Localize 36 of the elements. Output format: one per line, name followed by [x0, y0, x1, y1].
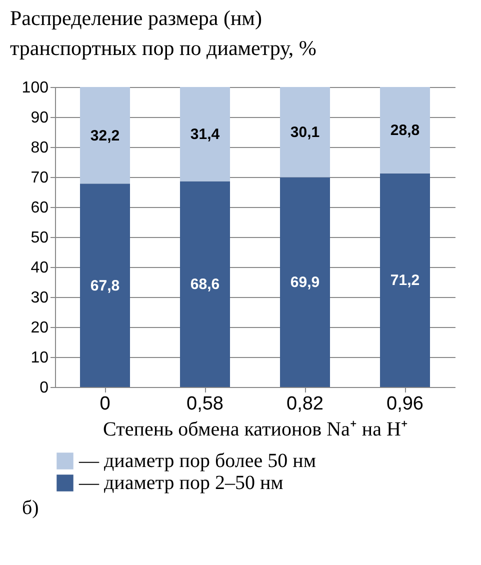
- bar: [180, 87, 230, 182]
- bar: [380, 87, 430, 174]
- x-tick-label: 0,82: [286, 394, 324, 414]
- bar: [380, 173, 430, 387]
- legend-label: — диаметр пор 2–50 нм: [78, 472, 284, 494]
- y-tick-label: 0: [40, 380, 49, 396]
- bar: [180, 181, 230, 387]
- legend-label: — диаметр пор более 50 нм: [78, 450, 316, 472]
- y-tick-label: 60: [30, 200, 49, 216]
- x-tick-label: 0,96: [386, 394, 424, 414]
- text: б): [22, 497, 40, 519]
- data-label: 69,9: [290, 274, 320, 292]
- data-label: 28,8: [390, 122, 420, 140]
- y-tick-label: 80: [30, 140, 49, 156]
- y-tick-label: 30: [30, 290, 49, 306]
- data-label: 32,2: [90, 127, 120, 144]
- y-tick-label: 20: [30, 320, 49, 336]
- y-tick-label: 10: [30, 350, 49, 366]
- y-tick-label: 50: [30, 230, 49, 246]
- y-tick-label: 70: [30, 170, 49, 186]
- data-label: 30,1: [290, 124, 320, 142]
- data-label: 71,2: [390, 272, 420, 290]
- y-tick-label: 40: [30, 260, 49, 276]
- bar: [80, 184, 130, 387]
- x-tick-label: 0: [100, 394, 110, 414]
- x-axis-title: Степень обмена катионов Na⁺ на H⁺: [103, 418, 408, 440]
- bar: [280, 87, 330, 178]
- bar: [280, 177, 330, 387]
- y-tick-label: 90: [30, 110, 49, 126]
- chart-title: Распределение размера (нм) транспортных пор по диаметру, %: [10, 6, 316, 60]
- y-tick-label: 100: [22, 80, 49, 96]
- x-tick-label: 0,58: [186, 394, 224, 414]
- data-label: 67,8: [90, 277, 120, 294]
- data-label: 68,6: [190, 276, 220, 294]
- data-label: 31,4: [190, 126, 220, 144]
- bar: [80, 87, 130, 184]
